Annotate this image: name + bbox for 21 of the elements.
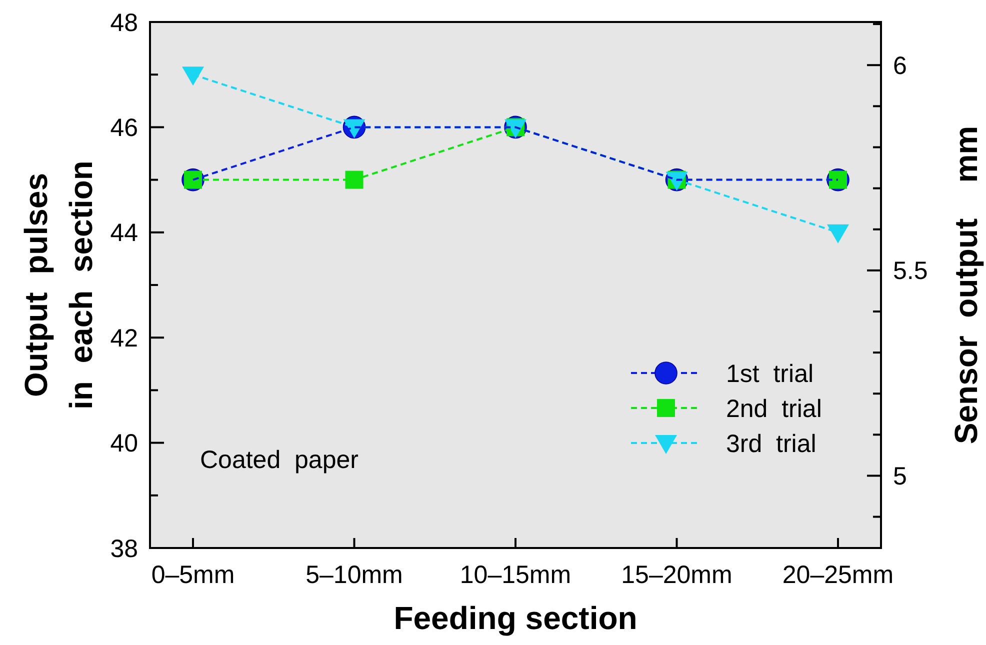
y-tick-label: 38: [110, 534, 138, 563]
y-tick-label: 46: [110, 114, 138, 142]
x-tick-label: 15–20mm: [621, 561, 732, 589]
y2-tick-label: 5.5: [893, 257, 928, 286]
legend-label: 3rd trial: [726, 430, 816, 458]
annotation: Coated paper: [200, 446, 358, 474]
x-tick-label: 20–25mm: [782, 561, 894, 589]
y-tick-label: 40: [110, 430, 138, 458]
x-tick-label: 10–15mm: [460, 561, 572, 589]
x-axis-title: Feeding section: [394, 600, 638, 636]
x-tick-label: 0–5mm: [151, 561, 235, 589]
legend-label: 2nd trial: [726, 394, 822, 423]
y-tick-label: 42: [110, 324, 138, 352]
y-tick-label: 44: [110, 219, 138, 248]
legend-label: 1st trial: [726, 360, 814, 388]
y2-tick-label: 6: [893, 52, 907, 80]
x-tick-label: 5–10mm: [306, 561, 403, 589]
y-axis-title: Output pulses in each section: [18, 160, 100, 410]
y2-axis-title: Sensor output mm: [948, 126, 984, 444]
y2-tick-label: 5: [893, 462, 907, 490]
y-tick-label: 48: [110, 8, 138, 37]
